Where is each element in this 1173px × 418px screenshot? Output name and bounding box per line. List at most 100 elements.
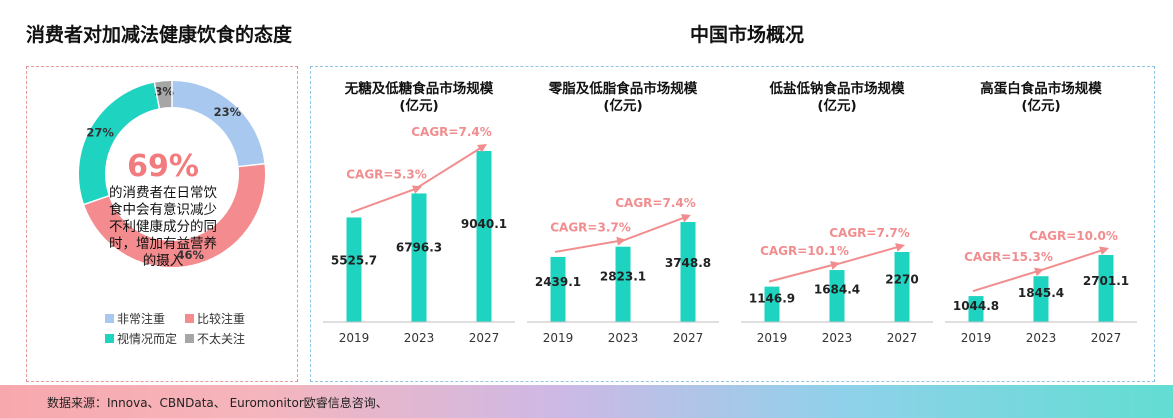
x-tick-label: 2023 [608, 331, 639, 345]
chart-title-line: 高蛋白食品市场规模 [980, 81, 1102, 97]
cagr-arrow-line [1037, 249, 1104, 273]
cagr-arrow-line [415, 146, 482, 190]
bar-plot: 2019 2023 2027 2439.1 2823.1 3748.8 CAGR=3.7% C… [527, 196, 719, 345]
donut-slice [171, 81, 265, 168]
chart-title-line: (亿元) [603, 98, 643, 114]
chart-title-line: (亿元) [1021, 98, 1061, 114]
bar-value-label: 2701.1 [1083, 274, 1129, 288]
bar-value-label: 6796.3 [396, 240, 442, 254]
donut-slice-separator [82, 194, 110, 206]
cagr-label: CAGR=7.4% [615, 196, 696, 210]
donut-slice [79, 82, 160, 205]
legend-label: 不太关注 [197, 332, 246, 346]
bar [1033, 276, 1049, 322]
legend-swatch [185, 334, 194, 343]
x-tick-label: 2019 [543, 331, 574, 345]
bar-value-label: 3748.8 [665, 256, 711, 270]
cagr-label: CAGR=10.1% [760, 244, 849, 258]
donut-slice-label: 3% [154, 84, 174, 98]
legend-swatch [105, 314, 114, 323]
low-fat-market-chart: 零脂及低脂食品市场规模 (亿元) 2019 2023 2027 2439.1 2823.… [523, 67, 723, 383]
cagr-arrow-head [476, 144, 487, 153]
donut-slice-separator [237, 162, 266, 168]
legend-item: 不太关注 [185, 330, 245, 347]
donut-center-text: 的消费者在日常饮 食中会有意识减少 不利健康成分的同 时，增加有益营养 的摄入 [105, 185, 221, 270]
cagr-arrow-line [833, 245, 900, 267]
x-tick-label: 2027 [673, 331, 704, 345]
low-salt-market-chart: 低盐低钠食品市场规模 (亿元) 2019 2023 2027 1146.9 1684.4… [737, 67, 937, 383]
market-overview-panel: 无糖及低糖食品市场规模 (亿元) 2019 2023 2027 5525.7 6796.… [310, 66, 1155, 382]
bar [829, 270, 845, 322]
legend-swatch [185, 314, 194, 323]
cagr-arrow-head [1099, 246, 1109, 256]
chart-title-line: 零脂及低脂食品市场规模 [548, 81, 698, 97]
chart-title: 零脂及低脂食品市场规模 (亿元) [523, 81, 723, 115]
bar-value-label: 2823.1 [600, 270, 646, 284]
chart-title-line: (亿元) [817, 98, 857, 114]
cagr-arrow-head [680, 213, 691, 223]
bar-value-label: 5525.7 [331, 254, 377, 268]
x-tick-label: 2027 [469, 331, 500, 345]
cagr-arrow-line [768, 263, 835, 283]
legend-label: 非常注重 [117, 312, 166, 326]
x-tick-label: 2023 [822, 331, 853, 345]
bar-value-label: 2439.1 [535, 275, 581, 289]
center-text-line: 食中会有意识减少 [109, 202, 217, 218]
x-tick-label: 2019 [961, 331, 992, 345]
x-tick-label: 2027 [1091, 331, 1122, 345]
donut-slice-label: 27% [86, 126, 114, 140]
data-source-note: 数据来源：Innova、CBNData、 Euromonitor欧睿信息咨询、 [47, 396, 388, 410]
bar [968, 296, 984, 322]
right-section-title: 中国市场概况 [690, 24, 805, 46]
bar-value-label: 9040.1 [461, 217, 507, 231]
legend-label: 视情况而定 [117, 332, 178, 346]
high-protein-market-chart: 高蛋白食品市场规模 (亿元) 2019 2023 2027 1044.8 1845.4 2… [941, 67, 1141, 383]
cagr-label: CAGR=15.3% [964, 250, 1053, 264]
donut-center-value: 69% [127, 149, 199, 184]
bar [764, 286, 780, 322]
bar-value-label: 1146.9 [749, 292, 795, 306]
bar [476, 151, 492, 322]
attitude-panel: 23% 46% 27% 3% 69% 的消费者在日常饮 食中会有意识减少 不利健康成分… [26, 66, 298, 382]
bar-plot: 2019 2023 2027 1044.8 1845.4 2701.1 CAGR=15.3%… [945, 229, 1137, 345]
chart-title: 高蛋白食品市场规模 (亿元) [941, 81, 1141, 115]
legend-item: 比较注重 [185, 310, 245, 327]
legend-item: 视情况而定 [105, 330, 177, 347]
bar [894, 252, 910, 322]
x-tick-label: 2019 [757, 331, 788, 345]
legend-swatch [105, 334, 114, 343]
bar [680, 222, 696, 322]
bar [346, 217, 362, 322]
bar-value-label: 1845.4 [1018, 286, 1064, 300]
x-tick-label: 2019 [339, 331, 370, 345]
center-text-line: 的摄入 [142, 253, 184, 269]
chart-title: 无糖及低糖食品市场规模 (亿元) [319, 81, 519, 115]
cagr-label: CAGR=10.0% [1029, 229, 1118, 243]
cagr-label: CAGR=7.4% [411, 125, 492, 139]
cagr-arrow-line [350, 187, 417, 214]
cagr-arrow-head [895, 243, 905, 252]
bar-value-label: 1684.4 [814, 282, 860, 296]
bar-plot: 2019 2023 2027 1146.9 1684.4 2270 CAGR=10.1% CA… [741, 226, 933, 345]
donut-chart: 23% 46% 27% 3% [79, 80, 266, 267]
cagr-label: CAGR=3.7% [550, 221, 631, 235]
bar [411, 193, 427, 322]
legend-item: 非常注重 [105, 310, 165, 327]
bar [615, 246, 631, 322]
chart-title-line: 无糖及低糖食品市场规模 [344, 81, 494, 97]
bar [550, 256, 566, 322]
bar-plot: 2019 2023 2027 5525.7 6796.3 9040.1 CAGR=5.3% C… [323, 125, 515, 345]
bar-value-label: 2270 [885, 273, 918, 287]
legend-label: 比较注重 [197, 312, 246, 326]
center-text-line: 不利健康成分的同 [109, 219, 217, 235]
x-tick-label: 2023 [1026, 331, 1057, 345]
cagr-label: CAGR=5.3% [346, 167, 427, 181]
left-section-title: 消费者对加减法健康饮食的态度 [26, 24, 293, 46]
chart-title: 低盐低钠食品市场规模 (亿元) [737, 81, 937, 115]
donut-slice [84, 163, 265, 267]
cagr-label: CAGR=7.7% [829, 226, 910, 240]
center-text-line: 时，增加有益营养 [109, 236, 217, 252]
bar-value-label: 1044.8 [953, 299, 999, 313]
bar [1098, 255, 1114, 322]
donut-slice-separator [153, 81, 161, 110]
